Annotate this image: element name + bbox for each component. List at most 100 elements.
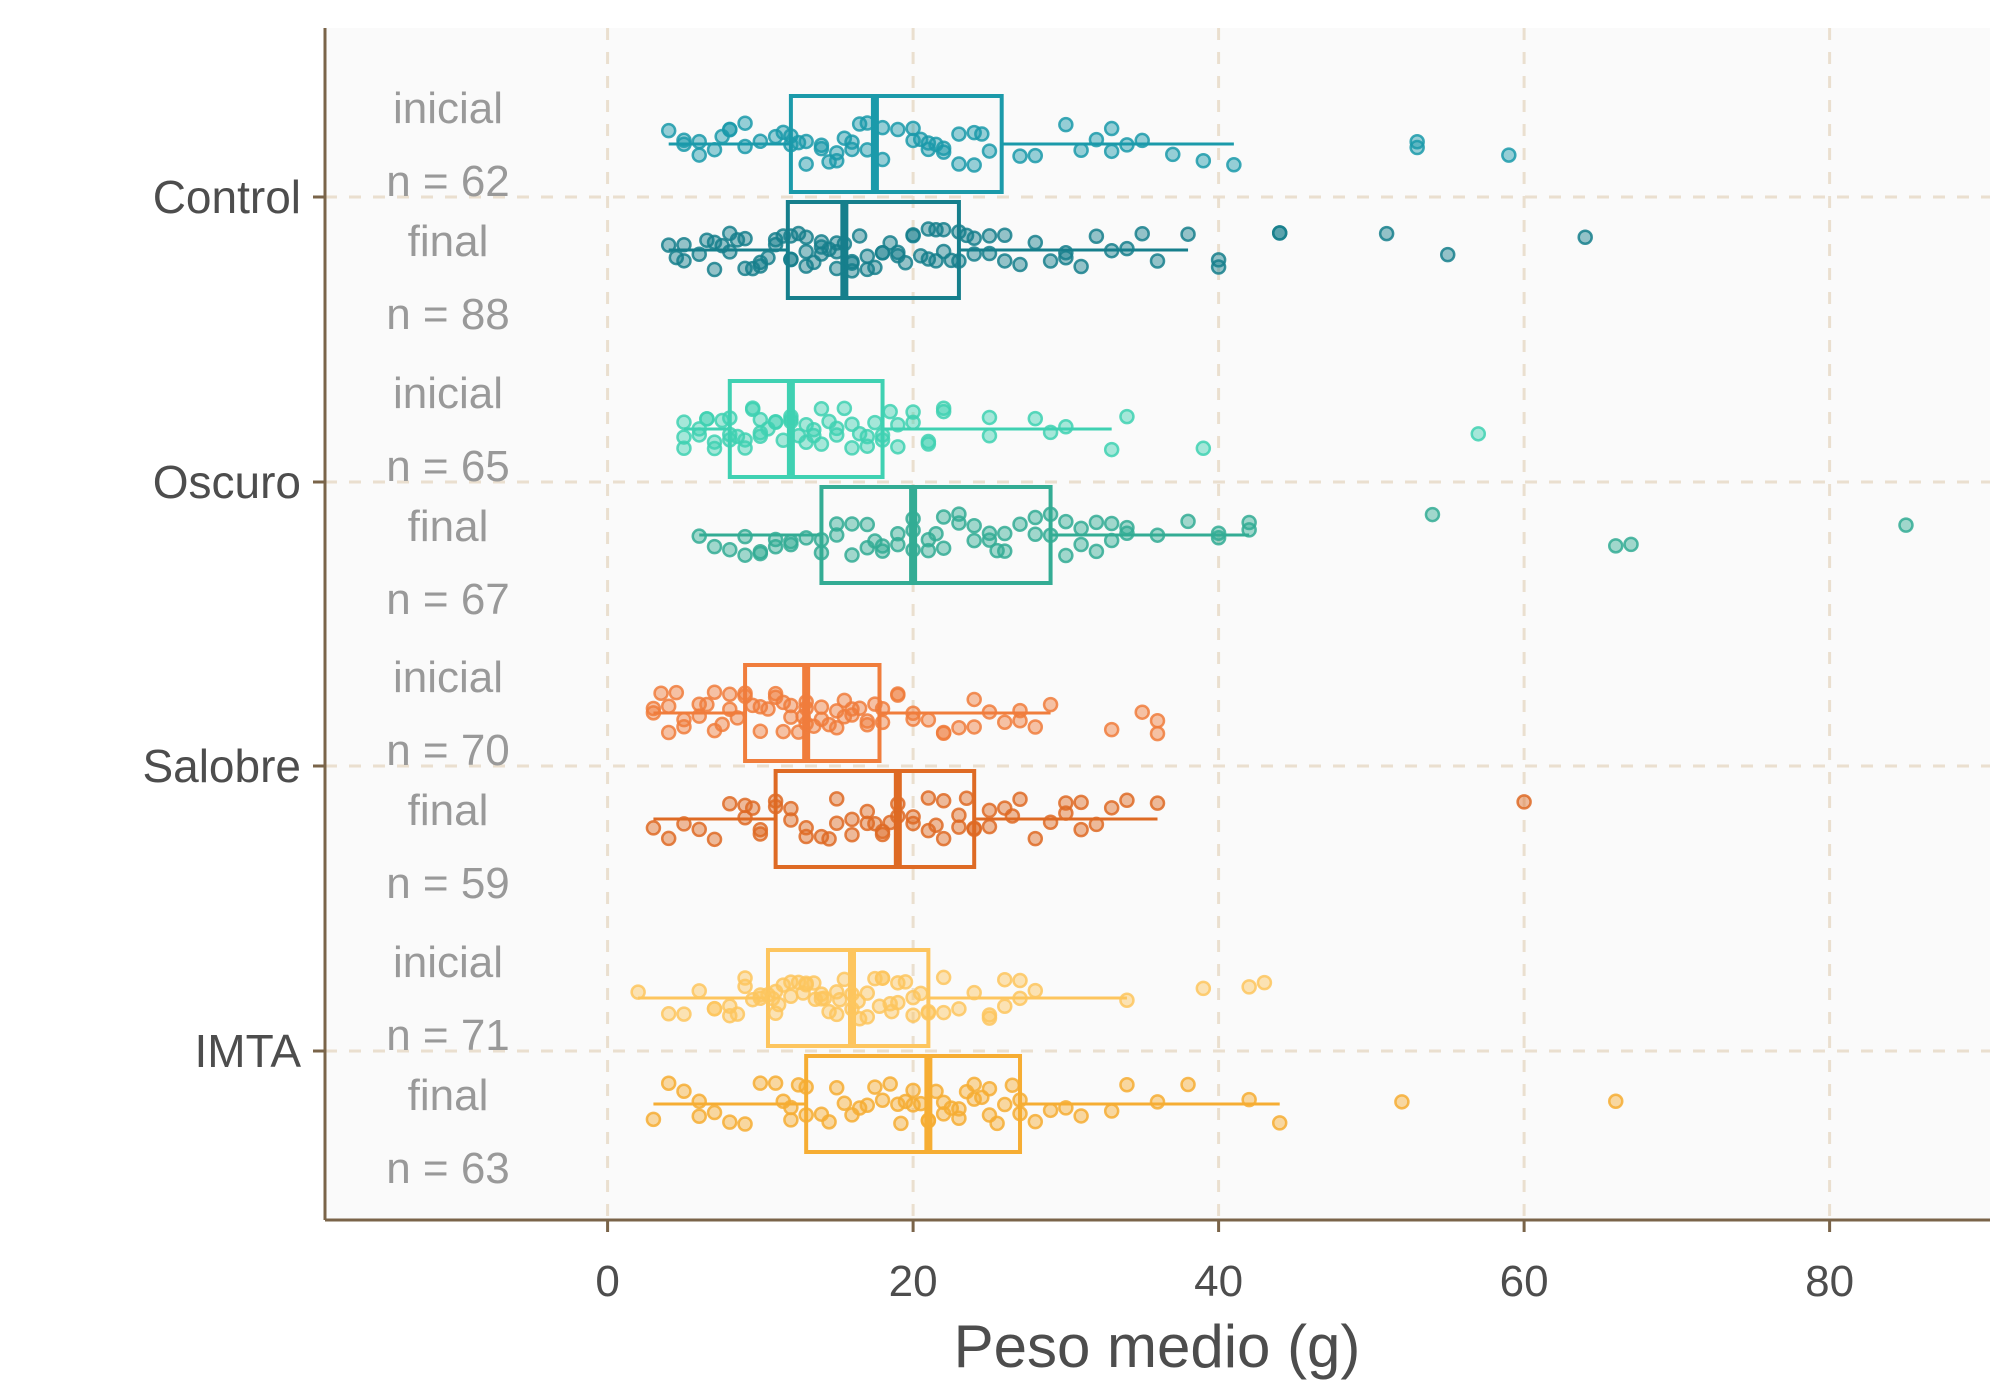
data-point bbox=[828, 516, 845, 532]
series-salobre-inicial: inicial n = 70 bbox=[386, 653, 1166, 775]
data-point bbox=[1439, 246, 1456, 263]
data-point bbox=[722, 122, 738, 138]
data-point bbox=[966, 157, 982, 173]
data-point bbox=[951, 126, 967, 142]
data-point bbox=[691, 133, 707, 150]
data-point bbox=[1088, 543, 1105, 560]
data-point bbox=[1226, 157, 1242, 173]
data-point bbox=[882, 403, 898, 420]
data-point bbox=[859, 142, 876, 158]
data-point bbox=[951, 719, 967, 736]
series-imta-final: final n = 63 bbox=[386, 1054, 1624, 1193]
data-point bbox=[783, 697, 799, 714]
data-point bbox=[935, 540, 952, 556]
panel-background bbox=[325, 28, 1990, 1220]
data-point bbox=[813, 544, 830, 561]
data-point bbox=[981, 704, 998, 720]
series-oscuro-inicial: inicial n = 65 bbox=[386, 369, 1487, 491]
data-point bbox=[890, 796, 906, 812]
data-point bbox=[691, 708, 707, 724]
data-point bbox=[676, 1006, 692, 1022]
data-point bbox=[752, 821, 769, 838]
data-point bbox=[966, 691, 982, 708]
data-point bbox=[1073, 821, 1089, 838]
group-phase-label: final bbox=[408, 502, 489, 551]
data-point bbox=[752, 133, 769, 150]
data-point bbox=[874, 1092, 891, 1108]
data-point bbox=[828, 720, 845, 736]
data-point bbox=[1180, 513, 1196, 530]
data-point bbox=[935, 1004, 952, 1021]
series-control-inicial: inicial n = 62 bbox=[386, 84, 1517, 206]
data-point bbox=[1073, 536, 1089, 553]
data-point bbox=[989, 542, 1005, 559]
data-point bbox=[775, 723, 792, 740]
data-point bbox=[790, 225, 807, 242]
data-point bbox=[874, 701, 891, 717]
data-point bbox=[1027, 830, 1044, 847]
data-point bbox=[798, 258, 814, 274]
data-point bbox=[920, 1003, 937, 1020]
data-point bbox=[752, 826, 769, 842]
data-point bbox=[836, 130, 853, 146]
data-point bbox=[874, 151, 891, 168]
data-point bbox=[874, 427, 891, 443]
data-point bbox=[844, 811, 860, 828]
data-point bbox=[676, 236, 692, 253]
data-point bbox=[1004, 1077, 1021, 1094]
data-point bbox=[1134, 704, 1150, 720]
data-point bbox=[660, 830, 677, 847]
data-point bbox=[966, 719, 982, 735]
data-point bbox=[974, 1089, 990, 1106]
data-point bbox=[660, 122, 677, 139]
data-point bbox=[691, 528, 707, 544]
data-point bbox=[630, 984, 646, 1000]
data-point bbox=[1012, 712, 1028, 729]
data-point bbox=[874, 543, 891, 559]
data-point bbox=[1180, 226, 1196, 242]
data-point bbox=[1042, 506, 1059, 523]
data-point bbox=[928, 1083, 944, 1100]
data-point bbox=[844, 827, 860, 843]
data-point bbox=[912, 248, 929, 264]
data-point bbox=[1119, 525, 1135, 542]
data-point bbox=[1073, 142, 1089, 158]
data-point bbox=[737, 230, 753, 247]
x-tick-label: 60 bbox=[1500, 1257, 1549, 1306]
data-point bbox=[882, 814, 898, 831]
data-point bbox=[691, 821, 707, 838]
data-point bbox=[729, 710, 746, 726]
data-point bbox=[828, 791, 845, 807]
data-point bbox=[981, 802, 998, 819]
data-point bbox=[905, 1007, 921, 1023]
group-n-label: n = 62 bbox=[386, 157, 510, 206]
box bbox=[773, 769, 977, 869]
data-point bbox=[1042, 424, 1059, 441]
data-point bbox=[844, 440, 860, 456]
data-point bbox=[798, 416, 814, 433]
data-point bbox=[1042, 253, 1059, 269]
data-point bbox=[775, 432, 792, 449]
data-point bbox=[1103, 515, 1120, 532]
data-point bbox=[1004, 808, 1021, 824]
data-point bbox=[1608, 1093, 1624, 1110]
data-point bbox=[966, 821, 982, 838]
data-point bbox=[737, 685, 753, 701]
x-axis-title: Peso medio (g) bbox=[954, 1313, 1361, 1380]
data-point bbox=[920, 712, 937, 728]
data-point bbox=[844, 547, 860, 563]
data-point bbox=[897, 974, 914, 990]
data-point bbox=[660, 1075, 677, 1091]
data-point bbox=[653, 685, 669, 701]
y-tick-label: Control bbox=[153, 171, 301, 223]
data-point bbox=[928, 525, 944, 542]
data-point bbox=[737, 978, 753, 995]
data-point bbox=[966, 246, 982, 262]
data-point bbox=[813, 401, 830, 417]
data-point bbox=[1195, 153, 1212, 169]
data-point bbox=[890, 417, 906, 433]
data-point bbox=[783, 988, 799, 1005]
series-salobre-final: final n = 59 bbox=[386, 769, 1532, 908]
data-point bbox=[1409, 133, 1425, 150]
data-point bbox=[893, 1115, 909, 1132]
